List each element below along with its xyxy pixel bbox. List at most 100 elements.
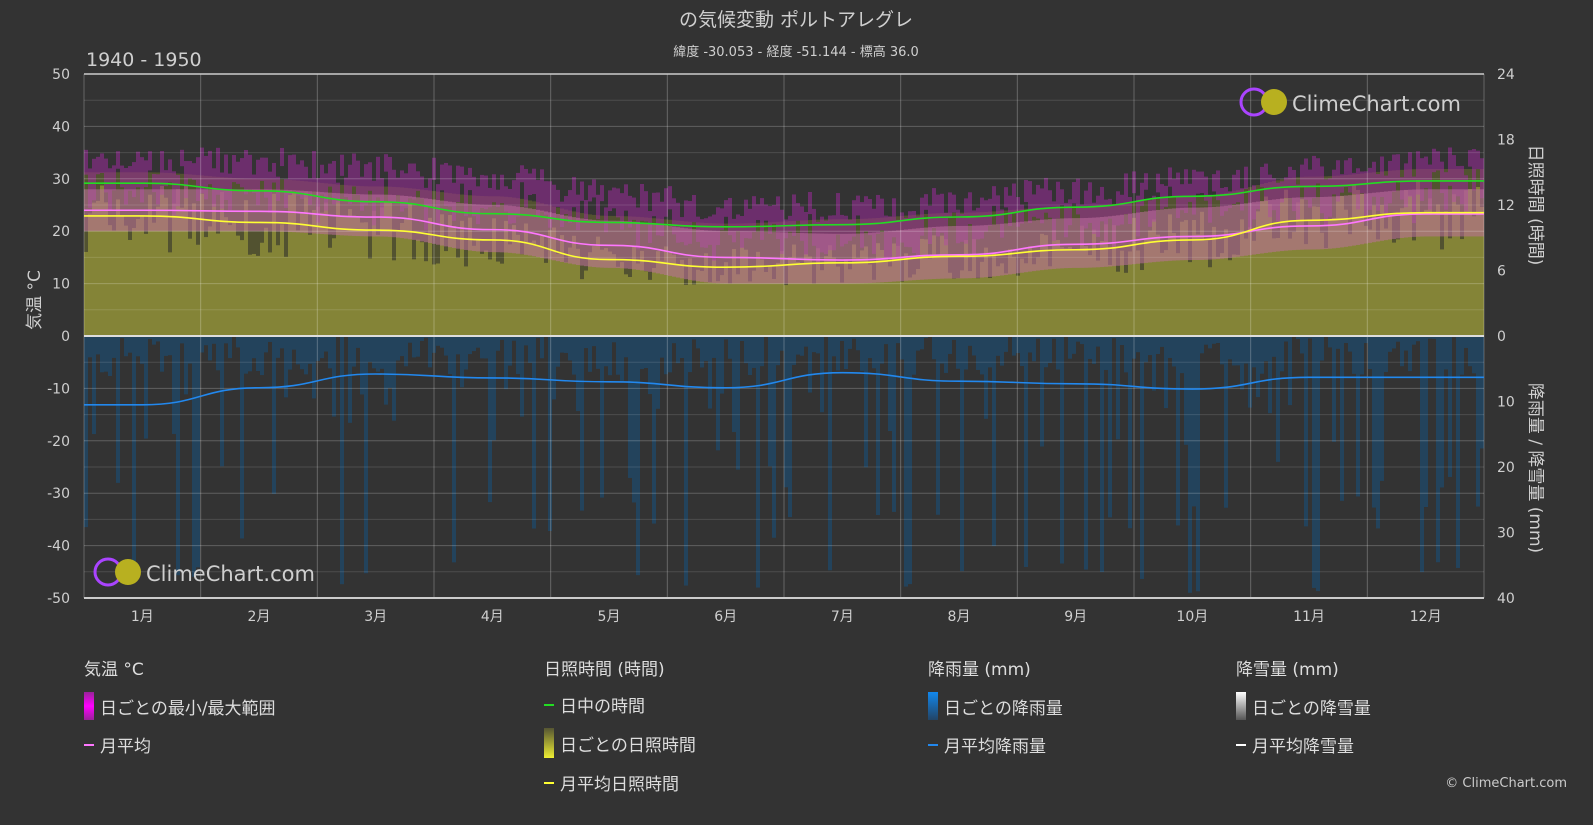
daily-temp-range bbox=[1324, 196, 1328, 250]
daily-sunshine-bar bbox=[676, 265, 680, 336]
daily-temp-range bbox=[896, 230, 900, 282]
watermark-top: ClimeChart.com bbox=[1239, 87, 1461, 117]
daily-max-spike bbox=[1060, 189, 1064, 206]
daily-sunshine-bar bbox=[872, 279, 876, 336]
daily-rain-bar bbox=[1076, 336, 1080, 342]
daily-temp-range bbox=[276, 189, 280, 232]
daily-rain-bar bbox=[1144, 336, 1148, 363]
daily-sunshine-bar bbox=[1288, 238, 1292, 336]
daily-rain-bar bbox=[1100, 336, 1104, 573]
daily-sunshine-bar bbox=[1256, 211, 1260, 336]
daily-rain-bar bbox=[1244, 336, 1248, 364]
daily-rain-bar bbox=[460, 336, 464, 388]
daily-sunshine-bar bbox=[1140, 270, 1144, 336]
daily-temp-range bbox=[696, 229, 700, 282]
daily-sunshine-bar bbox=[352, 215, 356, 336]
daily-sunshine-bar bbox=[1432, 214, 1436, 336]
line-swatch-icon bbox=[544, 703, 554, 706]
daily-rain-bar bbox=[1328, 336, 1332, 348]
daily-max-spike bbox=[112, 165, 116, 191]
daily-max-spike bbox=[404, 173, 408, 209]
daily-max-spike bbox=[264, 157, 268, 198]
daily-sunshine-bar bbox=[400, 222, 404, 336]
daily-sunshine-bar bbox=[852, 244, 856, 336]
daily-sunshine-bar bbox=[628, 276, 632, 336]
daily-sunshine-bar bbox=[1156, 234, 1160, 336]
daily-sunshine-bar bbox=[976, 278, 980, 336]
daily-rain-bar bbox=[988, 336, 992, 368]
daily-rain-bar bbox=[368, 336, 372, 362]
daily-temp-range bbox=[1264, 200, 1268, 253]
daily-max-spike bbox=[660, 201, 664, 237]
daily-temp-range bbox=[1340, 195, 1344, 248]
daily-rain-bar bbox=[1056, 336, 1060, 370]
daily-sunshine-bar bbox=[1052, 230, 1056, 336]
daily-max-spike bbox=[872, 208, 876, 254]
daily-sunshine-bar bbox=[856, 257, 860, 336]
daily-temp-range bbox=[1040, 219, 1044, 271]
daily-temp-range bbox=[456, 202, 460, 249]
daily-max-spike bbox=[1336, 160, 1340, 202]
daily-sunshine-bar bbox=[768, 265, 772, 336]
daily-temp-range bbox=[1048, 219, 1052, 270]
daily-sunshine-bar bbox=[888, 266, 892, 336]
daily-rain-bar bbox=[220, 336, 224, 467]
daily-sunshine-bar bbox=[892, 243, 896, 336]
daily-temp-range bbox=[904, 229, 908, 281]
daily-rain-bar bbox=[284, 336, 288, 398]
daily-rain-bar bbox=[476, 336, 480, 348]
daily-sunshine-bar bbox=[1400, 208, 1404, 336]
daily-sunshine-bar bbox=[228, 225, 232, 336]
daily-temp-range bbox=[540, 210, 544, 258]
daily-sunshine-bar bbox=[300, 213, 304, 336]
daily-rain-bar bbox=[812, 336, 816, 353]
daily-rain-bar bbox=[1480, 336, 1484, 449]
daily-temp-range bbox=[388, 194, 392, 237]
daily-max-spike bbox=[852, 200, 856, 237]
daily-rain-bar bbox=[724, 336, 728, 340]
month-tick-label: 9月 bbox=[1064, 609, 1087, 625]
daily-sunshine-bar bbox=[1436, 204, 1440, 336]
daily-sunshine-bar bbox=[568, 247, 572, 336]
daily-sunshine-bar bbox=[176, 189, 180, 336]
daily-temp-range bbox=[504, 205, 508, 253]
daily-rain-bar bbox=[96, 336, 100, 355]
daily-sunshine-bar bbox=[1372, 205, 1376, 336]
daily-temp-range bbox=[332, 192, 336, 235]
daily-temp-range bbox=[596, 220, 600, 268]
daily-rain-bar bbox=[480, 336, 484, 359]
legend-sun-mean: 月平均日照時間 bbox=[544, 770, 679, 795]
daily-sunshine-bar bbox=[420, 242, 424, 336]
daily-rain-bar bbox=[996, 336, 1000, 356]
snow-swatch-icon bbox=[1236, 692, 1246, 720]
daily-temp-range bbox=[1276, 199, 1280, 252]
daily-rain-bar bbox=[1136, 336, 1140, 353]
daily-sunshine-bar bbox=[760, 259, 764, 336]
daily-max-spike bbox=[368, 162, 372, 191]
daily-rain-bar bbox=[840, 336, 844, 341]
daily-max-spike bbox=[988, 198, 992, 226]
daily-temp-range bbox=[1068, 218, 1072, 268]
left-tick-label: 0 bbox=[61, 329, 70, 345]
daily-max-spike bbox=[1088, 182, 1092, 223]
daily-rain-bar bbox=[1380, 336, 1384, 481]
daily-max-spike bbox=[892, 198, 896, 238]
daily-rain-bar bbox=[808, 336, 812, 393]
daily-max-spike bbox=[724, 200, 728, 217]
daily-rain-bar bbox=[260, 336, 264, 376]
daily-rain-bar bbox=[1272, 336, 1276, 357]
daily-sunshine-bar bbox=[988, 278, 992, 336]
daily-sunshine-bar bbox=[580, 279, 584, 336]
daily-rain-bar bbox=[504, 336, 508, 390]
daily-max-spike bbox=[504, 186, 508, 212]
daily-temp-range bbox=[1332, 196, 1336, 249]
daily-sunshine-bar bbox=[212, 203, 216, 336]
daily-max-spike bbox=[188, 161, 192, 179]
daily-rain-bar bbox=[788, 336, 792, 518]
daily-temp-range bbox=[996, 224, 1000, 276]
daily-sunshine-bar bbox=[236, 235, 240, 336]
daily-sunshine-bar bbox=[1080, 225, 1084, 336]
daily-rain-bar bbox=[188, 336, 192, 364]
daily-max-spike bbox=[1264, 163, 1268, 201]
daily-rain-bar bbox=[216, 336, 220, 371]
